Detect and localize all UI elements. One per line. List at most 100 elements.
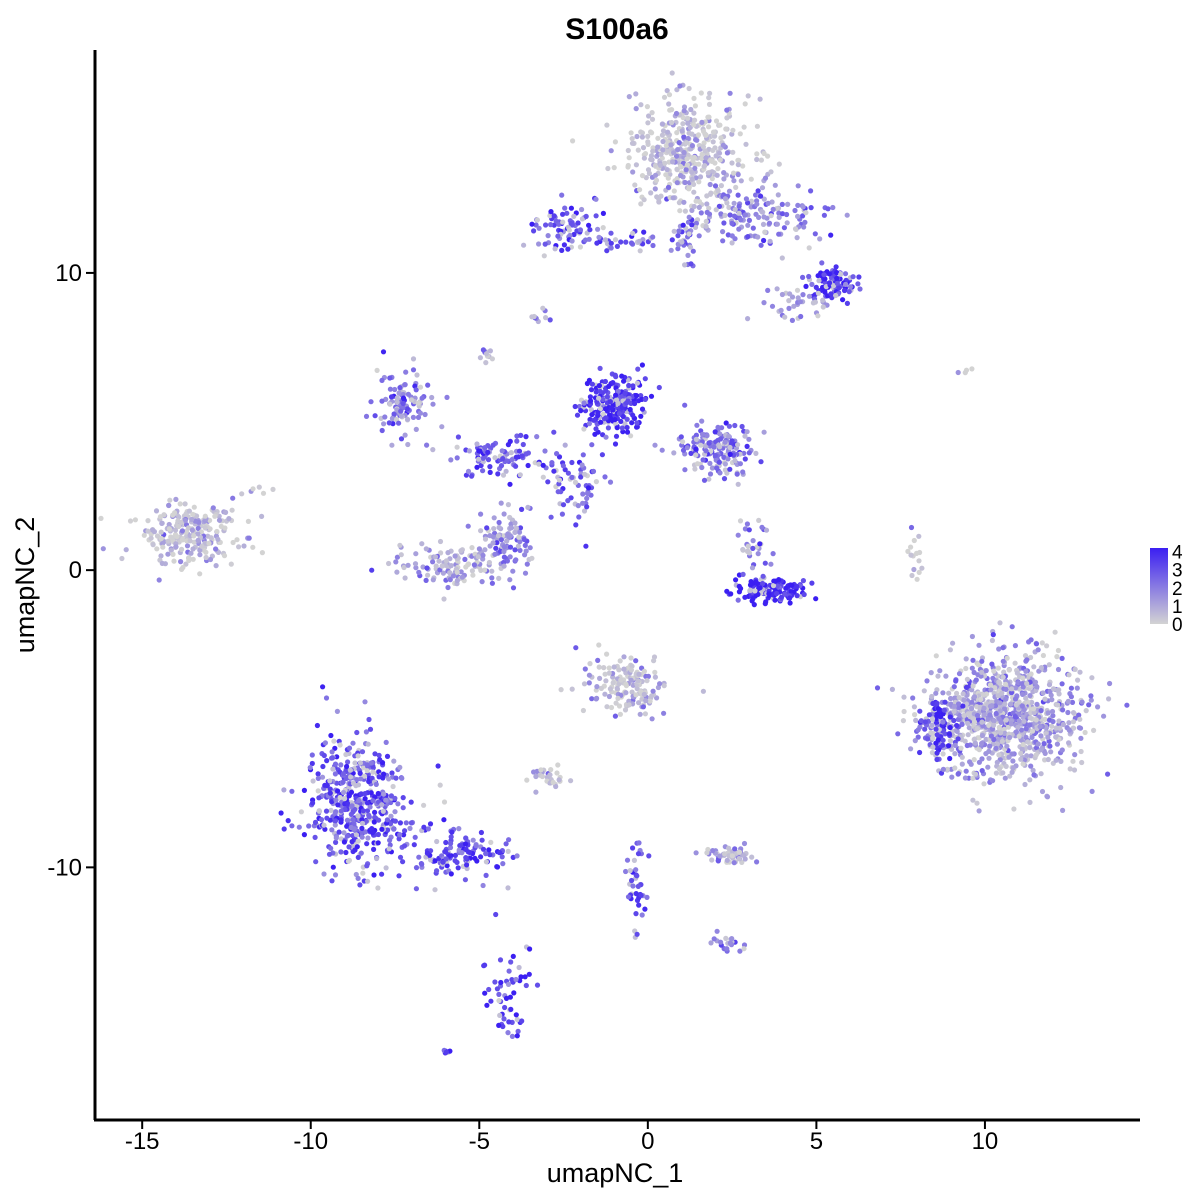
data-point — [926, 712, 933, 718]
data-point — [786, 305, 792, 311]
data-point — [332, 771, 338, 777]
data-point — [718, 211, 724, 217]
data-point — [433, 554, 439, 560]
data-point — [659, 447, 665, 453]
data-point — [442, 849, 449, 855]
data-point — [354, 729, 360, 736]
data-point — [689, 169, 695, 175]
data-point — [364, 768, 370, 774]
data-point — [500, 456, 506, 462]
data-point — [338, 836, 344, 842]
data-point — [185, 525, 192, 531]
data-point — [1068, 685, 1074, 691]
data-point — [635, 147, 641, 153]
data-point — [990, 675, 996, 681]
data-point — [646, 853, 652, 859]
data-point — [1020, 691, 1026, 698]
data-point — [400, 400, 406, 407]
data-point — [874, 685, 881, 691]
data-point — [410, 356, 417, 362]
data-point — [387, 821, 394, 827]
data-point — [197, 547, 203, 553]
data-point — [612, 417, 618, 423]
data-point — [603, 678, 609, 684]
data-point — [736, 583, 742, 590]
data-point — [396, 390, 402, 396]
data-point — [520, 441, 526, 448]
data-point — [918, 718, 924, 724]
data-point — [1016, 733, 1022, 739]
data-point — [911, 537, 917, 544]
data-point — [533, 222, 539, 228]
data-point — [800, 204, 806, 210]
data-point — [636, 840, 642, 846]
data-point — [1055, 666, 1062, 673]
data-point — [963, 768, 969, 774]
data-point — [800, 578, 807, 584]
data-point — [712, 452, 718, 458]
data-point — [644, 894, 650, 901]
data-point — [417, 384, 424, 390]
data-point — [380, 349, 387, 355]
data-point — [100, 546, 106, 552]
data-point — [156, 577, 162, 583]
data-point — [605, 165, 611, 172]
data-point — [1091, 727, 1097, 734]
data-point — [475, 456, 482, 462]
data-point — [1020, 741, 1026, 748]
data-point — [1045, 710, 1051, 716]
data-point — [590, 468, 597, 474]
data-point — [588, 387, 595, 393]
data-point — [374, 855, 380, 862]
data-point — [758, 157, 765, 163]
data-point — [395, 801, 401, 807]
data-point — [686, 85, 692, 92]
data-point — [503, 468, 509, 474]
data-point — [447, 845, 454, 851]
data-point — [587, 661, 593, 667]
data-point — [598, 419, 604, 425]
data-point — [815, 313, 821, 319]
data-point — [499, 448, 505, 454]
data-point — [626, 702, 632, 708]
data-point — [469, 473, 475, 479]
data-point — [969, 633, 976, 640]
data-point — [981, 712, 987, 718]
data-point — [1019, 746, 1025, 752]
data-point — [645, 139, 651, 145]
data-point — [969, 665, 975, 671]
data-point — [483, 859, 489, 865]
data-point — [691, 181, 697, 187]
data-point — [682, 402, 688, 408]
data-point — [503, 995, 510, 1002]
data-point — [850, 274, 856, 280]
data-point — [997, 708, 1003, 714]
data-point — [465, 523, 471, 529]
data-point — [428, 857, 434, 863]
data-point — [1003, 681, 1009, 688]
data-point — [513, 976, 519, 983]
data-point — [350, 816, 356, 823]
data-point — [228, 561, 234, 567]
data-point — [717, 444, 723, 450]
data-point — [617, 658, 623, 664]
data-point — [704, 193, 710, 199]
data-point — [439, 563, 445, 569]
data-point — [986, 722, 992, 729]
data-point — [967, 759, 973, 765]
data-point — [363, 729, 369, 735]
data-point — [500, 861, 506, 867]
data-point — [612, 139, 619, 145]
data-point — [402, 575, 408, 581]
data-point — [614, 425, 620, 431]
data-point — [278, 810, 284, 816]
data-point — [924, 678, 930, 684]
data-point — [496, 575, 502, 582]
data-point — [842, 271, 849, 277]
data-point — [819, 260, 825, 266]
data-point — [322, 782, 328, 788]
data-point — [726, 188, 733, 194]
data-point — [1040, 690, 1046, 696]
data-point — [710, 147, 716, 153]
